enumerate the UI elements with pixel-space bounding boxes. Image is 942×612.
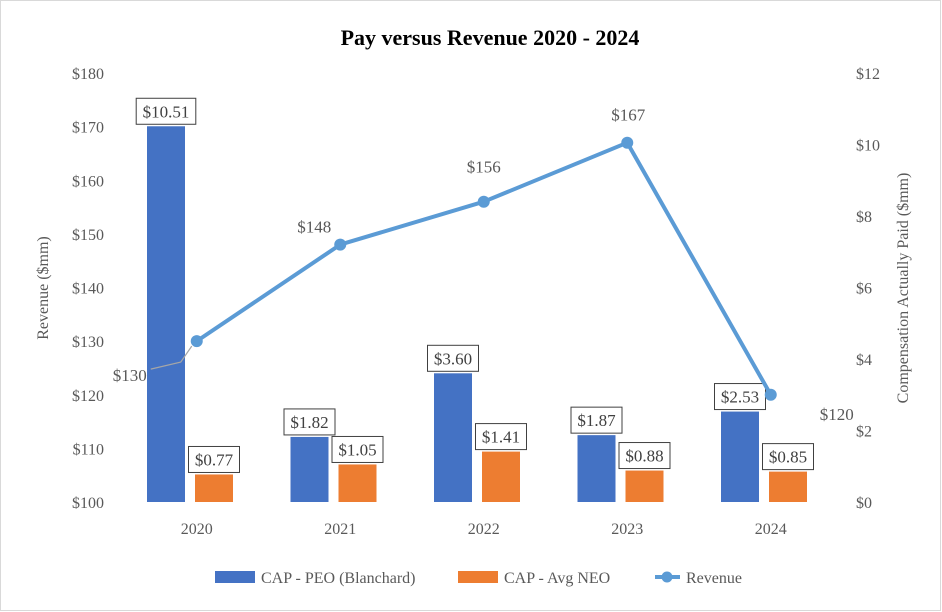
left-tick-label: $170: [72, 120, 104, 137]
category-label: 2024: [755, 521, 787, 538]
revenue-point: [477, 195, 490, 208]
revenue-label-leader-line: [150, 345, 193, 370]
left-tick-label: $160: [72, 173, 104, 190]
category-label: 2021: [324, 521, 356, 538]
peo-bar: [434, 373, 472, 502]
peo-data-label: $1.87: [577, 411, 616, 430]
right-tick-label: $0: [856, 495, 872, 512]
revenue-data-label: $167: [611, 106, 646, 125]
left-tick-label: $180: [72, 66, 104, 83]
left-axis-ticks: $100 $110 $120 $130 $140 $150 $160 $170 $180: [72, 66, 104, 512]
peo-label-box: [283, 408, 336, 436]
neo-label-box: [188, 445, 240, 473]
left-tick-label: $110: [73, 441, 104, 458]
peo-data-label: $10.51: [143, 102, 190, 121]
peo-data-label: $1.82: [290, 413, 328, 432]
legend-neo-label: CAP - Avg NEO: [504, 570, 610, 587]
neo-bar: [482, 451, 520, 502]
left-tick-label: $140: [72, 281, 104, 298]
neo-data-label: $0.85: [769, 448, 807, 467]
neo-bar: [769, 471, 807, 502]
chart-legend: CAP - PEO (Blanchard) CAP - Avg NEO Revenu…: [215, 570, 742, 587]
neo-data-label: $1.05: [338, 440, 376, 459]
right-tick-label: $4: [856, 352, 872, 369]
bar-series: $10.51 $1.82 $3.60 $1.87 $2.53 $0.77 $1.05 $1.4…: [135, 97, 814, 502]
peo-data-label: $2.53: [721, 388, 759, 407]
neo-bar: [625, 470, 664, 502]
legend-revenue-label: Revenue: [686, 570, 742, 587]
peo-label-box: [135, 97, 197, 125]
neo-data-label: $0.77: [195, 450, 234, 469]
neo-bar: [195, 474, 233, 502]
revenue-data-label: $148: [297, 218, 331, 237]
neo-label-box: [331, 435, 384, 463]
neo-data-label: $0.88: [625, 447, 663, 466]
left-tick-label: $120: [72, 388, 104, 405]
revenue-point: [764, 388, 777, 401]
chart-title: Pay versus Revenue 2020 - 2024: [341, 25, 640, 50]
category-label: 2020: [181, 521, 213, 538]
neo-data-label: $1.41: [482, 428, 520, 447]
right-tick-label: $10: [856, 138, 880, 155]
right-axis-ticks: $0 $2 $4 $6 $8 $10 $12: [856, 66, 880, 512]
revenue-data-label: $156: [467, 158, 501, 177]
legend-peo-swatch: [215, 571, 255, 583]
peo-label-box: [427, 344, 479, 372]
neo-label-box: [475, 423, 527, 451]
category-labels: 2020 2021 2022 2023 2024: [181, 521, 787, 538]
peo-label-box: [570, 406, 623, 434]
revenue-point: [334, 238, 347, 251]
peo-bar: [721, 411, 759, 502]
left-axis-title: Revenue ($mm): [35, 236, 52, 340]
peo-bar: [577, 435, 616, 502]
neo-label-box: [762, 443, 814, 471]
right-axis-title: Compensation Actually Paid ($mm): [895, 173, 912, 404]
revenue-data-label: $130: [113, 366, 147, 385]
category-label: 2022: [468, 521, 500, 538]
left-tick-label: $100: [72, 495, 104, 512]
neo-label-box: [618, 442, 671, 470]
right-tick-label: $2: [856, 424, 872, 441]
peo-data-label: $3.60: [434, 349, 472, 368]
legend-revenue-marker: [661, 571, 673, 583]
revenue-line-series: $130 $148 $156 $167 $120: [113, 106, 854, 424]
peo-bar: [147, 126, 185, 502]
right-tick-label: $12: [856, 66, 880, 83]
category-label: 2023: [611, 521, 643, 538]
peo-bar: [290, 436, 329, 502]
legend-neo-swatch: [458, 571, 498, 583]
revenue-point: [621, 136, 634, 149]
right-tick-label: $6: [856, 281, 872, 298]
legend-peo-label: CAP - PEO (Blanchard): [261, 570, 416, 587]
left-tick-label: $150: [72, 227, 104, 244]
left-tick-label: $130: [72, 334, 104, 351]
peo-label-box: [714, 383, 766, 411]
revenue-point: [190, 335, 203, 348]
right-tick-label: $8: [856, 209, 872, 226]
revenue-data-label: $120: [820, 405, 854, 424]
neo-bar: [338, 464, 377, 502]
